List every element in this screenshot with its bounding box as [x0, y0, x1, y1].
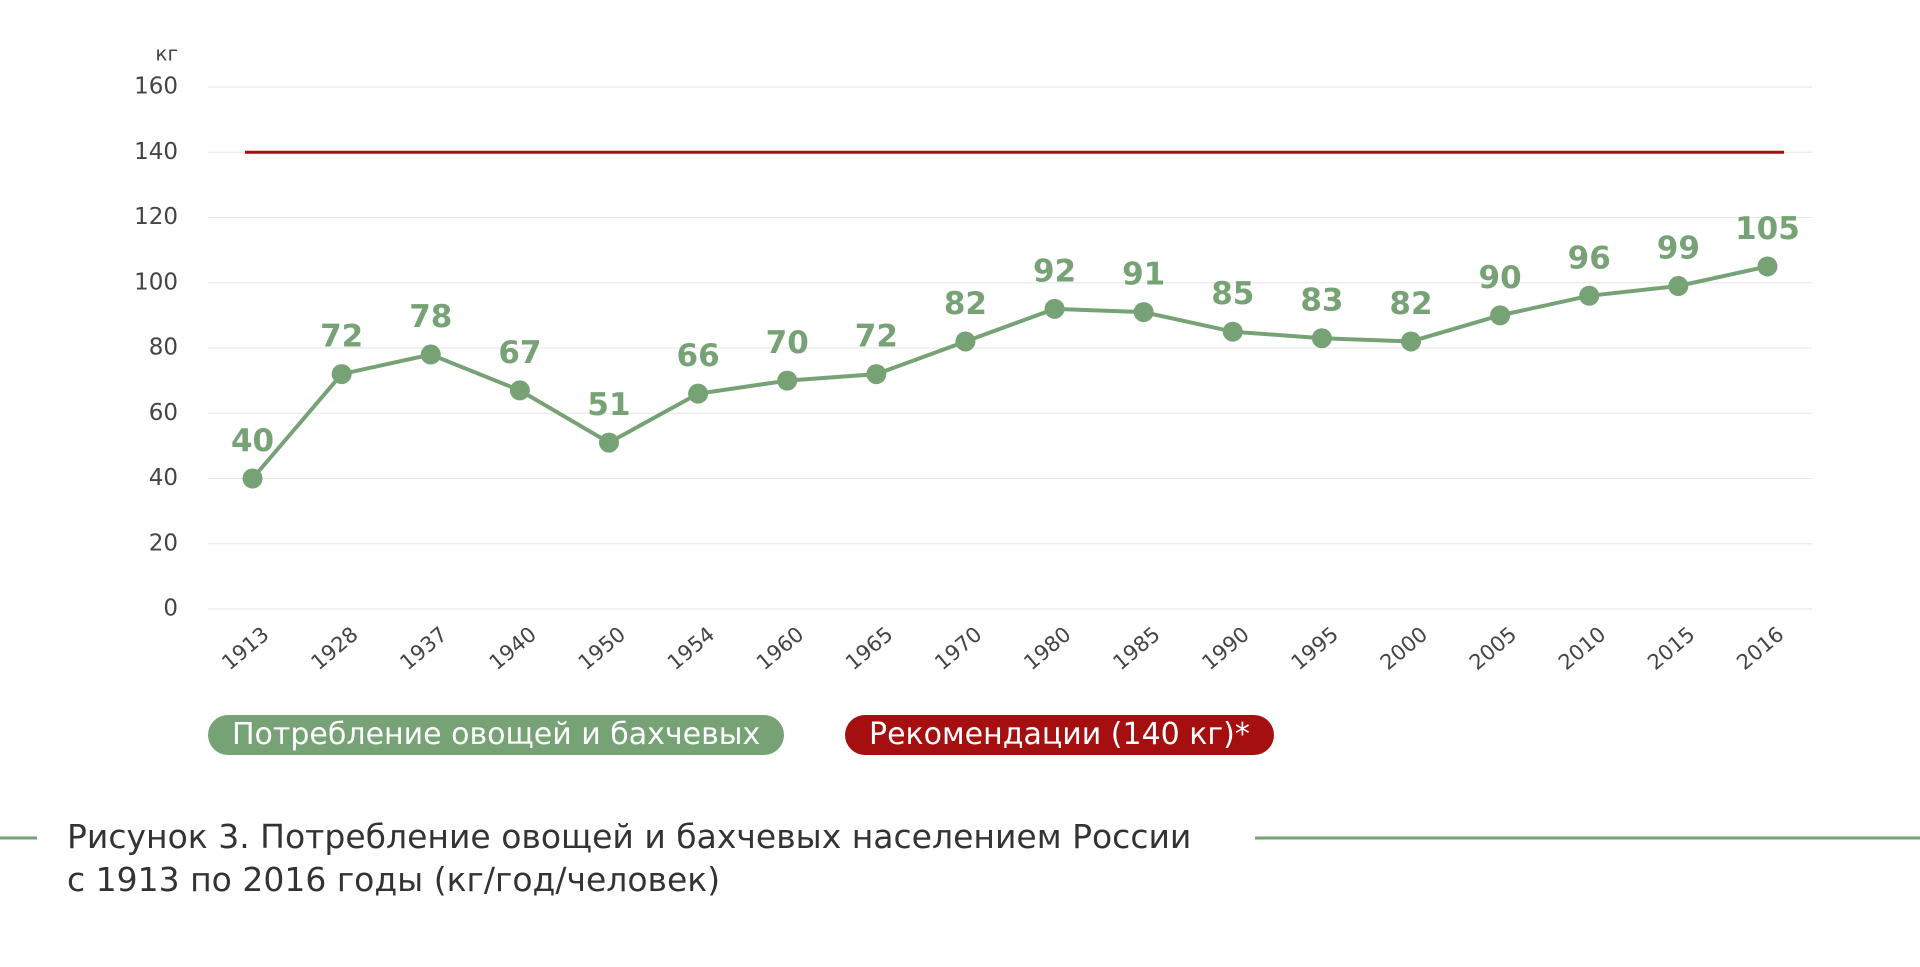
- x-tick-label: 1985: [1108, 622, 1164, 675]
- x-tick-label: 2010: [1554, 622, 1610, 675]
- data-label: 83: [1300, 283, 1343, 319]
- x-tick-label: 1940: [485, 622, 541, 675]
- x-tick-label: 2015: [1643, 622, 1699, 675]
- data-point: [1757, 256, 1778, 277]
- x-tick-label: 1965: [841, 622, 897, 675]
- data-label: 96: [1568, 240, 1611, 276]
- data-label: 40: [231, 423, 274, 459]
- data-point: [688, 383, 709, 404]
- y-tick-label: 60: [149, 400, 178, 426]
- data-label: 105: [1735, 211, 1800, 247]
- data-point: [1579, 285, 1600, 306]
- data-label: 85: [1211, 276, 1254, 312]
- data-label: 72: [855, 319, 898, 355]
- legend-series: Потребление овощей и бахчевых: [208, 715, 785, 755]
- data-point: [420, 344, 441, 365]
- data-label: 78: [409, 299, 452, 335]
- data-label: 70: [766, 325, 809, 361]
- data-label: 66: [677, 338, 720, 374]
- x-tick-label: 2016: [1732, 622, 1788, 675]
- y-tick-label: 0: [163, 596, 178, 622]
- x-tick-label: 1928: [306, 622, 362, 675]
- data-point: [331, 364, 352, 385]
- y-tick-label: 120: [134, 204, 178, 230]
- x-tick-label: 1937: [395, 622, 451, 675]
- x-tick-label: 1990: [1197, 622, 1253, 675]
- x-tick-label: 1980: [1019, 622, 1075, 675]
- y-tick-label: 160: [134, 74, 178, 100]
- data-point: [599, 432, 619, 453]
- data-label: 72: [320, 319, 363, 355]
- x-tick-label: 2000: [1376, 622, 1432, 675]
- data-label: 67: [498, 335, 541, 371]
- y-unit: кг: [155, 42, 178, 66]
- caption-line: Рисунок 3. Потребление овощей и бахчевых…: [67, 817, 1192, 856]
- y-tick-label: 40: [149, 465, 178, 491]
- data-point: [866, 364, 887, 385]
- x-tick-label: 1913: [217, 622, 273, 675]
- x-tick-label: 1950: [574, 622, 630, 675]
- legend-reference: Рекомендации (140 кг)*: [845, 715, 1274, 755]
- data-label: 82: [1389, 286, 1432, 322]
- data-label: 51: [587, 387, 630, 423]
- y-tick-label: 80: [149, 335, 178, 361]
- x-tick-label: 2005: [1465, 622, 1521, 675]
- data-label: 99: [1657, 231, 1700, 267]
- data-label: 90: [1479, 260, 1522, 296]
- data-point: [1044, 298, 1065, 319]
- data-label: 92: [1033, 253, 1076, 289]
- x-tick-label: 1970: [930, 622, 986, 675]
- data-label: 82: [944, 286, 987, 322]
- data-point: [242, 468, 263, 489]
- data-point: [1401, 331, 1421, 352]
- data-point: [1490, 305, 1511, 326]
- x-tick-label: 1960: [752, 622, 808, 675]
- data-label: 91: [1122, 257, 1165, 293]
- caption-line: с 1913 по 2016 годы (кг/год/человек): [67, 860, 721, 899]
- series-line: [251, 264, 1768, 480]
- data-point: [955, 331, 976, 352]
- data-point: [777, 370, 798, 391]
- y-tick-label: 100: [134, 269, 178, 295]
- data-point: [1668, 276, 1689, 297]
- y-tick-label: 140: [134, 139, 178, 165]
- data-point: [1311, 328, 1332, 349]
- data-point: [1222, 321, 1243, 342]
- y-tick-label: 20: [149, 530, 178, 556]
- x-tick-label: 1954: [663, 622, 719, 675]
- data-point: [509, 380, 530, 401]
- data-point: [1133, 302, 1154, 323]
- x-tick-label: 1995: [1287, 622, 1343, 675]
